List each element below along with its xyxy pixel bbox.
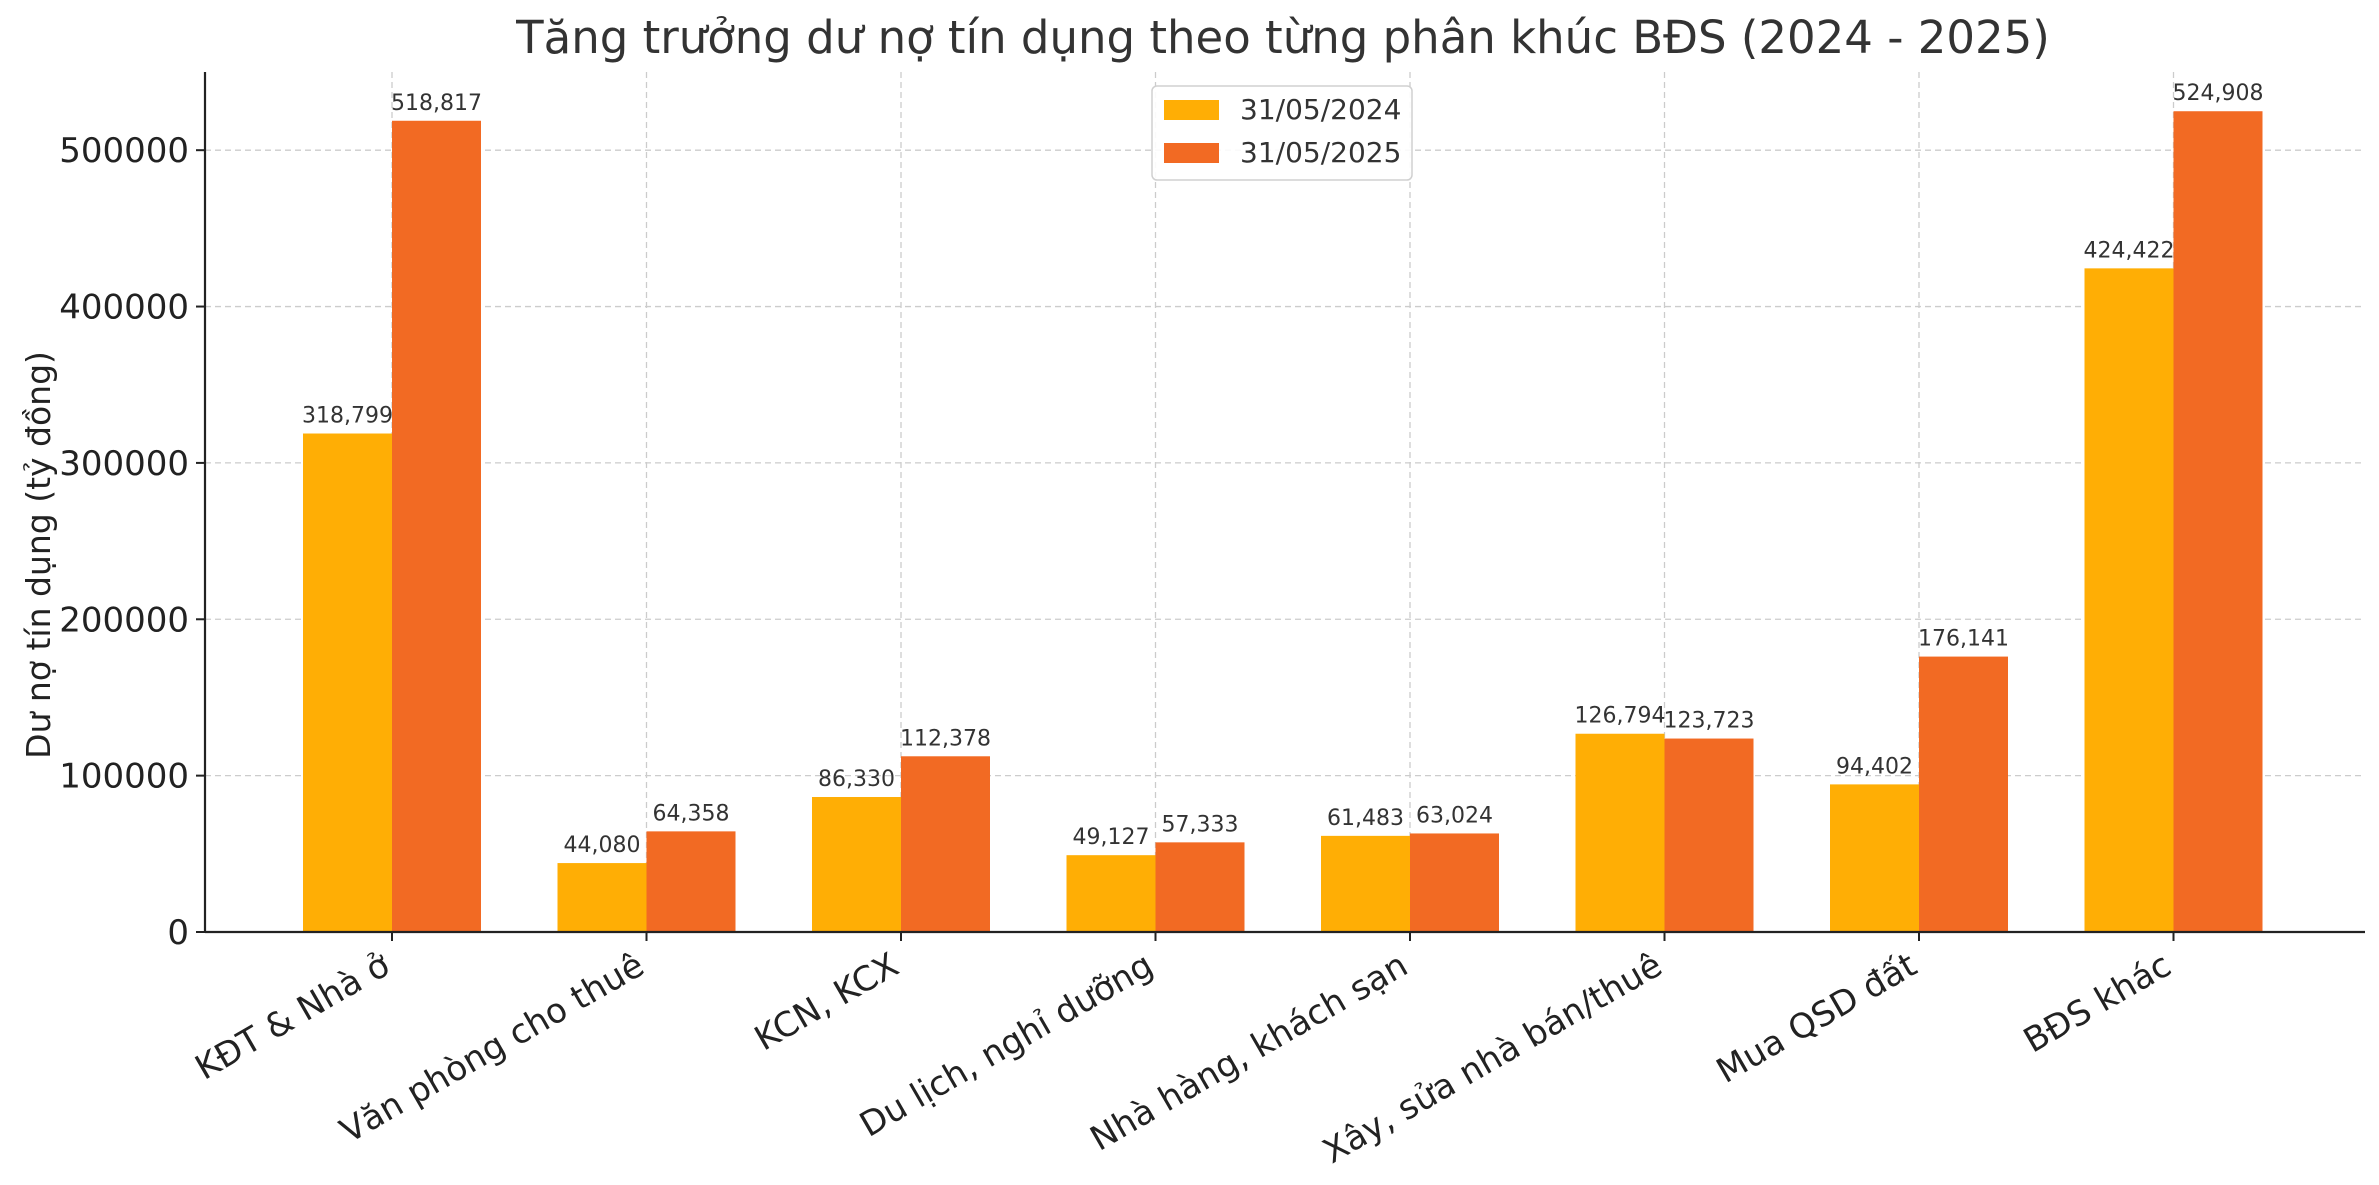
data-label: 49,127 (1073, 825, 1150, 850)
bar-series-2 (1919, 656, 2008, 932)
data-label: 424,422 (2084, 238, 2175, 263)
data-label: 126,794 (1575, 704, 1666, 729)
bar-series-2 (1155, 842, 1245, 932)
data-label: 123,723 (1664, 709, 1755, 734)
x-tick-label: BĐS khác (2017, 945, 2178, 1061)
bar-series-1 (2084, 268, 2174, 932)
bar-series-1 (1575, 733, 1665, 932)
y-tick-label: 500000 (59, 131, 189, 171)
bar-series-2 (1410, 833, 1499, 932)
bar-series-2 (1664, 738, 1754, 932)
bar-series-1 (303, 433, 392, 932)
data-label: 64,358 (653, 801, 730, 826)
data-label: 94,402 (1836, 754, 1913, 779)
data-labels: 318,799 44,080 86,330 49,127 61,483 126,794 94… (302, 81, 2263, 858)
data-label: 112,378 (900, 726, 991, 751)
y-axis-label: Dư nợ tín dụng (tỷ đồng) (19, 351, 58, 759)
bar-series-2 (646, 831, 736, 932)
bar-series-1 (557, 863, 647, 932)
data-label: 86,330 (818, 767, 895, 792)
data-label: 518,817 (391, 91, 482, 116)
legend-entry: 31/05/2024 (1240, 93, 1401, 126)
data-label: 524,908 (2173, 81, 2264, 106)
y-tick-label: 200000 (59, 600, 189, 640)
data-label: 63,024 (1416, 803, 1493, 828)
data-label: 176,141 (1918, 627, 2009, 652)
legend-swatch (1164, 143, 1219, 163)
x-tick-label: Mua QSD đất (1710, 945, 1924, 1091)
x-tick-label: KĐT & Nhà ở (189, 945, 397, 1088)
bar-series-1 (1321, 835, 1410, 932)
bars (303, 111, 2263, 933)
y-tick-label: 100000 (59, 757, 189, 797)
legend: 31/05/2024 31/05/2025 (1151, 85, 1413, 181)
y-tick-label: 0 (167, 913, 189, 953)
x-tick-label: KCN, KCX (748, 945, 905, 1059)
bar-series-1 (1066, 855, 1156, 932)
bar-series-2 (2173, 111, 2263, 933)
legend-entry: 31/05/2025 (1240, 136, 1401, 169)
legend-swatch (1164, 100, 1219, 120)
data-label: 61,483 (1327, 806, 1404, 831)
data-label: 318,799 (302, 404, 393, 429)
grid-lines (205, 72, 2365, 932)
data-label: 57,333 (1162, 812, 1239, 837)
bar-series-2 (901, 756, 990, 932)
y-tick-label: 400000 (59, 288, 189, 328)
data-label: 44,080 (564, 833, 641, 858)
bar-series-1 (1830, 784, 1919, 932)
bar-series-2 (392, 120, 481, 933)
chart-title: Tăng trưởng dư nợ tín dụng theo từng phâ… (515, 11, 2050, 64)
y-tick-label: 300000 (59, 444, 189, 484)
bar-series-1 (812, 797, 901, 932)
